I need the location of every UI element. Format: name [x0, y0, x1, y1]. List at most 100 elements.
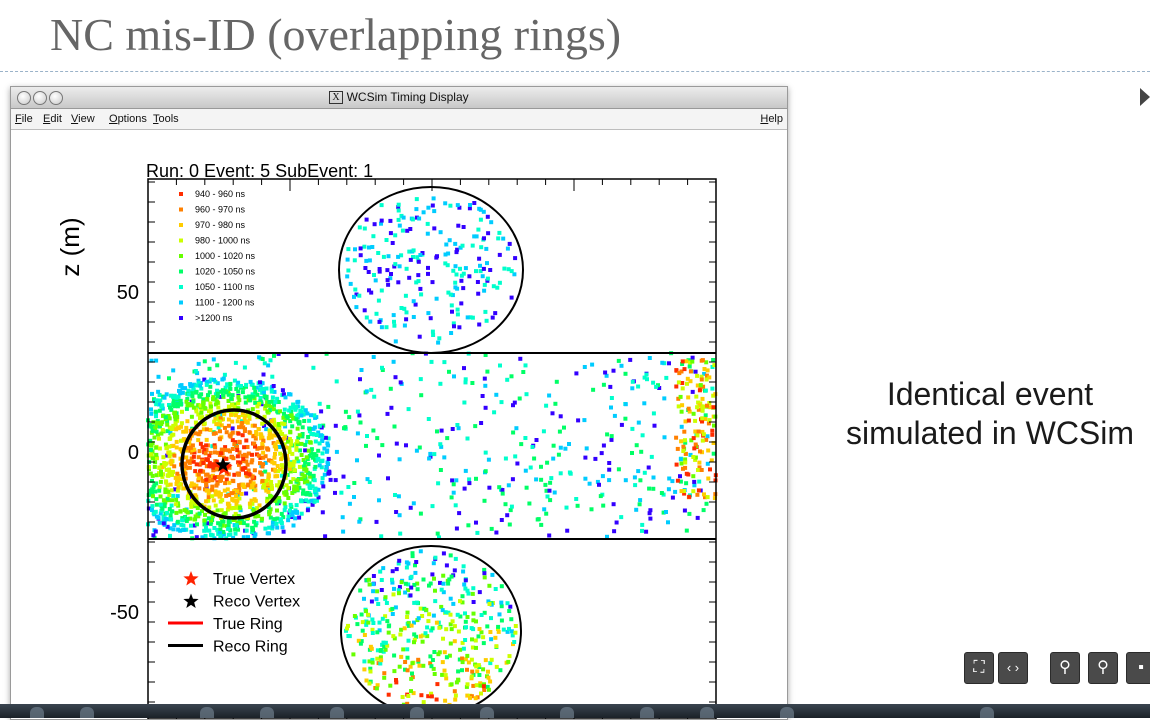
pmt-hit — [705, 403, 709, 408]
window-titlebar[interactable]: X WCSim Timing Display — [11, 87, 787, 109]
pmt-hit — [481, 684, 486, 689]
pmt-hit — [370, 660, 375, 665]
pmt-hit — [390, 241, 395, 245]
pmt-hit — [401, 647, 406, 652]
pmt-hit — [379, 203, 384, 208]
pmt-hit — [241, 521, 246, 526]
menu-help[interactable]: Help — [760, 113, 783, 125]
pmt-hit — [299, 477, 304, 481]
pmt-hit — [364, 258, 369, 263]
pmt-hit — [204, 464, 209, 469]
more-icon[interactable]: ▪ — [1126, 652, 1150, 684]
pmt-hit — [403, 667, 407, 672]
pmt-hit — [204, 379, 209, 384]
pmt-hit — [219, 451, 223, 456]
taskbar-app-icon[interactable] — [560, 707, 574, 718]
taskbar-app-icon[interactable] — [30, 707, 44, 718]
pmt-hit — [491, 284, 496, 289]
pmt-hit — [465, 588, 470, 593]
pmt-hit — [702, 371, 707, 376]
menu-file[interactable]: File — [15, 113, 33, 125]
taskbar-app-icon[interactable] — [80, 707, 94, 718]
pmt-hit — [292, 487, 297, 492]
pmt-hit — [397, 664, 402, 669]
pmt-hit — [459, 273, 464, 278]
zoom-in-icon[interactable]: ⚲ — [1088, 652, 1118, 684]
pmt-hit — [431, 666, 436, 671]
pmt-hit — [473, 424, 478, 429]
pmt-hit — [230, 403, 235, 407]
timing-legend-label: 970 - 980 ns — [195, 220, 246, 230]
pmt-hit — [175, 415, 180, 419]
pmt-hit — [380, 443, 385, 448]
zoom-window-button[interactable] — [49, 91, 63, 105]
taskbar-app-icon[interactable] — [200, 707, 214, 718]
menu-edit[interactable]: Edit — [43, 113, 62, 125]
pmt-hit — [584, 446, 589, 451]
pmt-hit — [184, 465, 189, 470]
pmt-hit — [475, 669, 480, 674]
pmt-hit — [509, 295, 514, 300]
pmt-hit — [612, 529, 617, 534]
pmt-hit — [388, 276, 393, 281]
pmt-hit — [214, 459, 219, 464]
pmt-hit — [267, 525, 272, 530]
menu-tools[interactable]: Tools — [153, 113, 179, 125]
pmt-hit — [178, 447, 183, 452]
pmt-hit — [193, 420, 198, 425]
pmt-hit — [416, 279, 421, 284]
pmt-hit — [221, 532, 226, 537]
pmt-hit — [582, 418, 587, 423]
pmt-hit — [362, 226, 367, 231]
pmt-hit — [240, 390, 245, 395]
pmt-hit — [339, 490, 344, 495]
pmt-hit — [366, 612, 370, 617]
pmt-hit — [200, 509, 204, 514]
pmt-hit — [419, 393, 424, 398]
pmt-hit — [390, 606, 395, 611]
fit-screen-icon[interactable]: ⛶ — [964, 652, 994, 684]
taskbar-app-icon[interactable] — [980, 707, 994, 718]
fit-width-icon[interactable]: ‹ › — [998, 652, 1028, 684]
menu-options[interactable]: Options — [109, 113, 147, 125]
pmt-hit — [695, 383, 700, 388]
pmt-hit — [505, 601, 510, 606]
pmt-hit — [188, 448, 193, 453]
pmt-hit — [204, 382, 209, 387]
close-window-button[interactable] — [17, 91, 31, 105]
pmt-hit — [358, 641, 363, 646]
pmt-hit — [421, 577, 426, 582]
pmt-hit — [425, 634, 430, 639]
menu-view[interactable]: View — [71, 113, 95, 125]
taskbar-app-icon[interactable] — [260, 707, 274, 718]
pmt-hit — [691, 455, 696, 459]
pmt-hit — [292, 484, 297, 489]
pmt-hit — [619, 515, 624, 520]
taskbar-app-icon[interactable] — [410, 707, 424, 718]
pmt-hit — [396, 588, 401, 593]
taskbar-app-icon[interactable] — [700, 707, 714, 718]
pmt-hit — [172, 464, 177, 469]
taskbar-app-icon[interactable] — [640, 707, 654, 718]
pmt-hit — [167, 450, 172, 455]
pmt-hit — [374, 686, 379, 691]
pmt-hit — [442, 455, 447, 460]
pmt-hit — [370, 631, 375, 635]
pmt-hit — [474, 619, 478, 624]
pmt-hit — [393, 493, 397, 497]
pmt-hit — [380, 616, 385, 621]
pmt-hit — [497, 230, 502, 235]
taskbar-app-icon[interactable] — [330, 707, 344, 718]
zoom-out-icon[interactable]: ⚲ — [1050, 652, 1080, 684]
pmt-hit — [222, 447, 227, 452]
pmt-hit — [404, 565, 409, 570]
taskbar-app-icon[interactable] — [480, 707, 494, 718]
taskbar-app-icon[interactable] — [780, 707, 794, 718]
pmt-hit — [448, 596, 453, 601]
pmt-hit — [695, 405, 700, 410]
pmt-hit — [317, 401, 322, 406]
pmt-hit — [482, 571, 487, 576]
minimize-window-button[interactable] — [33, 91, 47, 105]
pmt-hit — [228, 381, 233, 386]
pmt-hit — [278, 517, 283, 522]
